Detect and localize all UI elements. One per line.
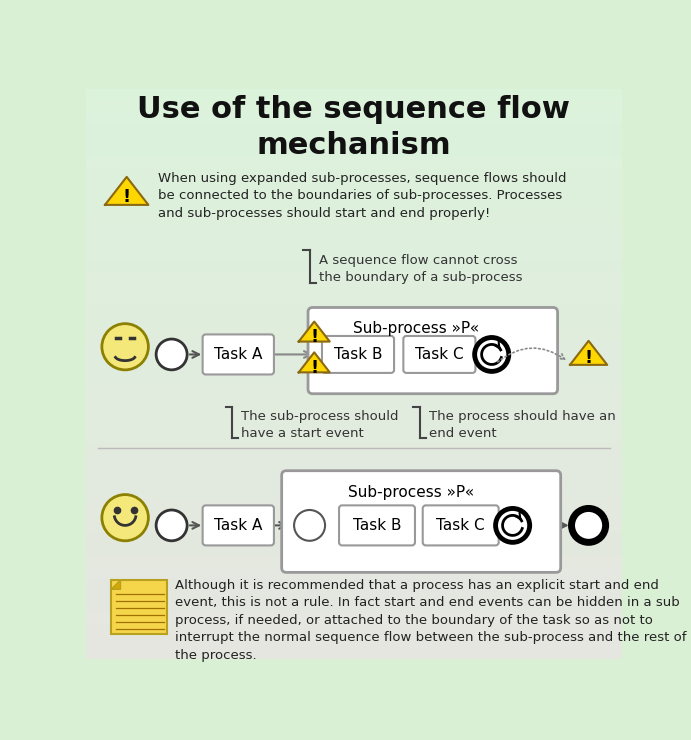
Bar xyxy=(86,283,622,295)
Bar xyxy=(86,328,622,340)
Bar xyxy=(86,385,622,397)
Circle shape xyxy=(156,339,187,370)
Bar xyxy=(86,636,622,648)
Bar xyxy=(86,477,622,488)
Text: !: ! xyxy=(310,328,319,346)
FancyBboxPatch shape xyxy=(322,336,394,373)
Polygon shape xyxy=(111,580,120,589)
Bar xyxy=(86,465,622,477)
Text: Task A: Task A xyxy=(214,347,263,362)
Bar xyxy=(86,522,622,534)
Bar xyxy=(86,169,622,181)
Bar xyxy=(86,351,622,363)
Bar xyxy=(86,568,622,579)
Polygon shape xyxy=(105,177,149,205)
Bar xyxy=(86,180,622,192)
Bar xyxy=(86,374,622,386)
Polygon shape xyxy=(570,341,607,365)
Text: The sub-process should
have a start event: The sub-process should have a start even… xyxy=(241,410,399,440)
Bar xyxy=(86,260,622,272)
Bar xyxy=(86,556,622,568)
Bar xyxy=(86,226,622,238)
Text: Use of the sequence flow
mechanism: Use of the sequence flow mechanism xyxy=(138,95,570,160)
Bar xyxy=(86,454,622,465)
Bar xyxy=(86,192,622,203)
Text: Sub-process »P«: Sub-process »P« xyxy=(353,321,479,337)
Bar xyxy=(86,203,622,215)
Bar xyxy=(86,135,622,146)
Bar xyxy=(86,420,622,431)
Polygon shape xyxy=(299,322,330,342)
Bar xyxy=(86,499,622,511)
Bar xyxy=(86,511,622,522)
Circle shape xyxy=(294,510,325,541)
Text: Task B: Task B xyxy=(352,518,401,533)
Text: !: ! xyxy=(122,188,131,206)
Text: Although it is recommended that a process has an explicit start and end
event, t: Although it is recommended that a proces… xyxy=(175,579,686,662)
FancyBboxPatch shape xyxy=(404,336,475,373)
Bar xyxy=(86,613,622,625)
Bar xyxy=(86,146,622,158)
Bar xyxy=(86,249,622,260)
Text: Task C: Task C xyxy=(415,347,464,362)
Bar xyxy=(86,431,622,443)
Bar xyxy=(86,237,622,249)
Bar xyxy=(86,340,622,352)
Bar xyxy=(86,157,622,169)
Bar xyxy=(86,591,622,602)
Text: Task A: Task A xyxy=(214,518,263,533)
Bar xyxy=(86,123,622,135)
Circle shape xyxy=(475,337,509,371)
Text: When using expanded sub-processes, sequence flows should
be connected to the bou: When using expanded sub-processes, seque… xyxy=(158,172,566,220)
Text: A sequence flow cannot cross
the boundary of a sub-process: A sequence flow cannot cross the boundar… xyxy=(319,254,522,283)
FancyBboxPatch shape xyxy=(202,334,274,374)
Bar xyxy=(86,442,622,454)
Text: Task B: Task B xyxy=(334,347,382,362)
FancyBboxPatch shape xyxy=(111,580,167,634)
Polygon shape xyxy=(299,352,330,372)
Circle shape xyxy=(102,494,149,541)
Bar xyxy=(86,271,622,283)
Bar xyxy=(86,625,622,636)
Bar xyxy=(86,306,622,317)
Bar xyxy=(86,214,622,226)
FancyBboxPatch shape xyxy=(282,471,560,572)
Bar xyxy=(86,408,622,420)
Circle shape xyxy=(156,510,187,541)
Circle shape xyxy=(571,508,605,542)
Circle shape xyxy=(495,508,530,542)
Bar xyxy=(86,294,622,306)
Bar xyxy=(86,488,622,500)
Text: !: ! xyxy=(310,359,319,377)
Bar xyxy=(86,89,622,101)
FancyBboxPatch shape xyxy=(423,505,499,545)
FancyBboxPatch shape xyxy=(308,308,558,394)
Bar xyxy=(86,363,622,374)
Bar xyxy=(86,112,622,124)
Bar xyxy=(86,317,622,329)
FancyBboxPatch shape xyxy=(202,505,274,545)
Circle shape xyxy=(102,323,149,370)
Text: The process should have an
end event: The process should have an end event xyxy=(429,410,616,440)
Bar xyxy=(86,579,622,591)
Text: !: ! xyxy=(585,349,593,367)
Text: Task C: Task C xyxy=(437,518,485,533)
Bar xyxy=(86,397,622,408)
FancyBboxPatch shape xyxy=(339,505,415,545)
Bar xyxy=(86,545,622,556)
Bar xyxy=(86,534,622,545)
Bar xyxy=(86,100,622,112)
Bar xyxy=(86,602,622,613)
Text: Sub-process »P«: Sub-process »P« xyxy=(348,485,475,500)
Bar xyxy=(86,648,622,659)
